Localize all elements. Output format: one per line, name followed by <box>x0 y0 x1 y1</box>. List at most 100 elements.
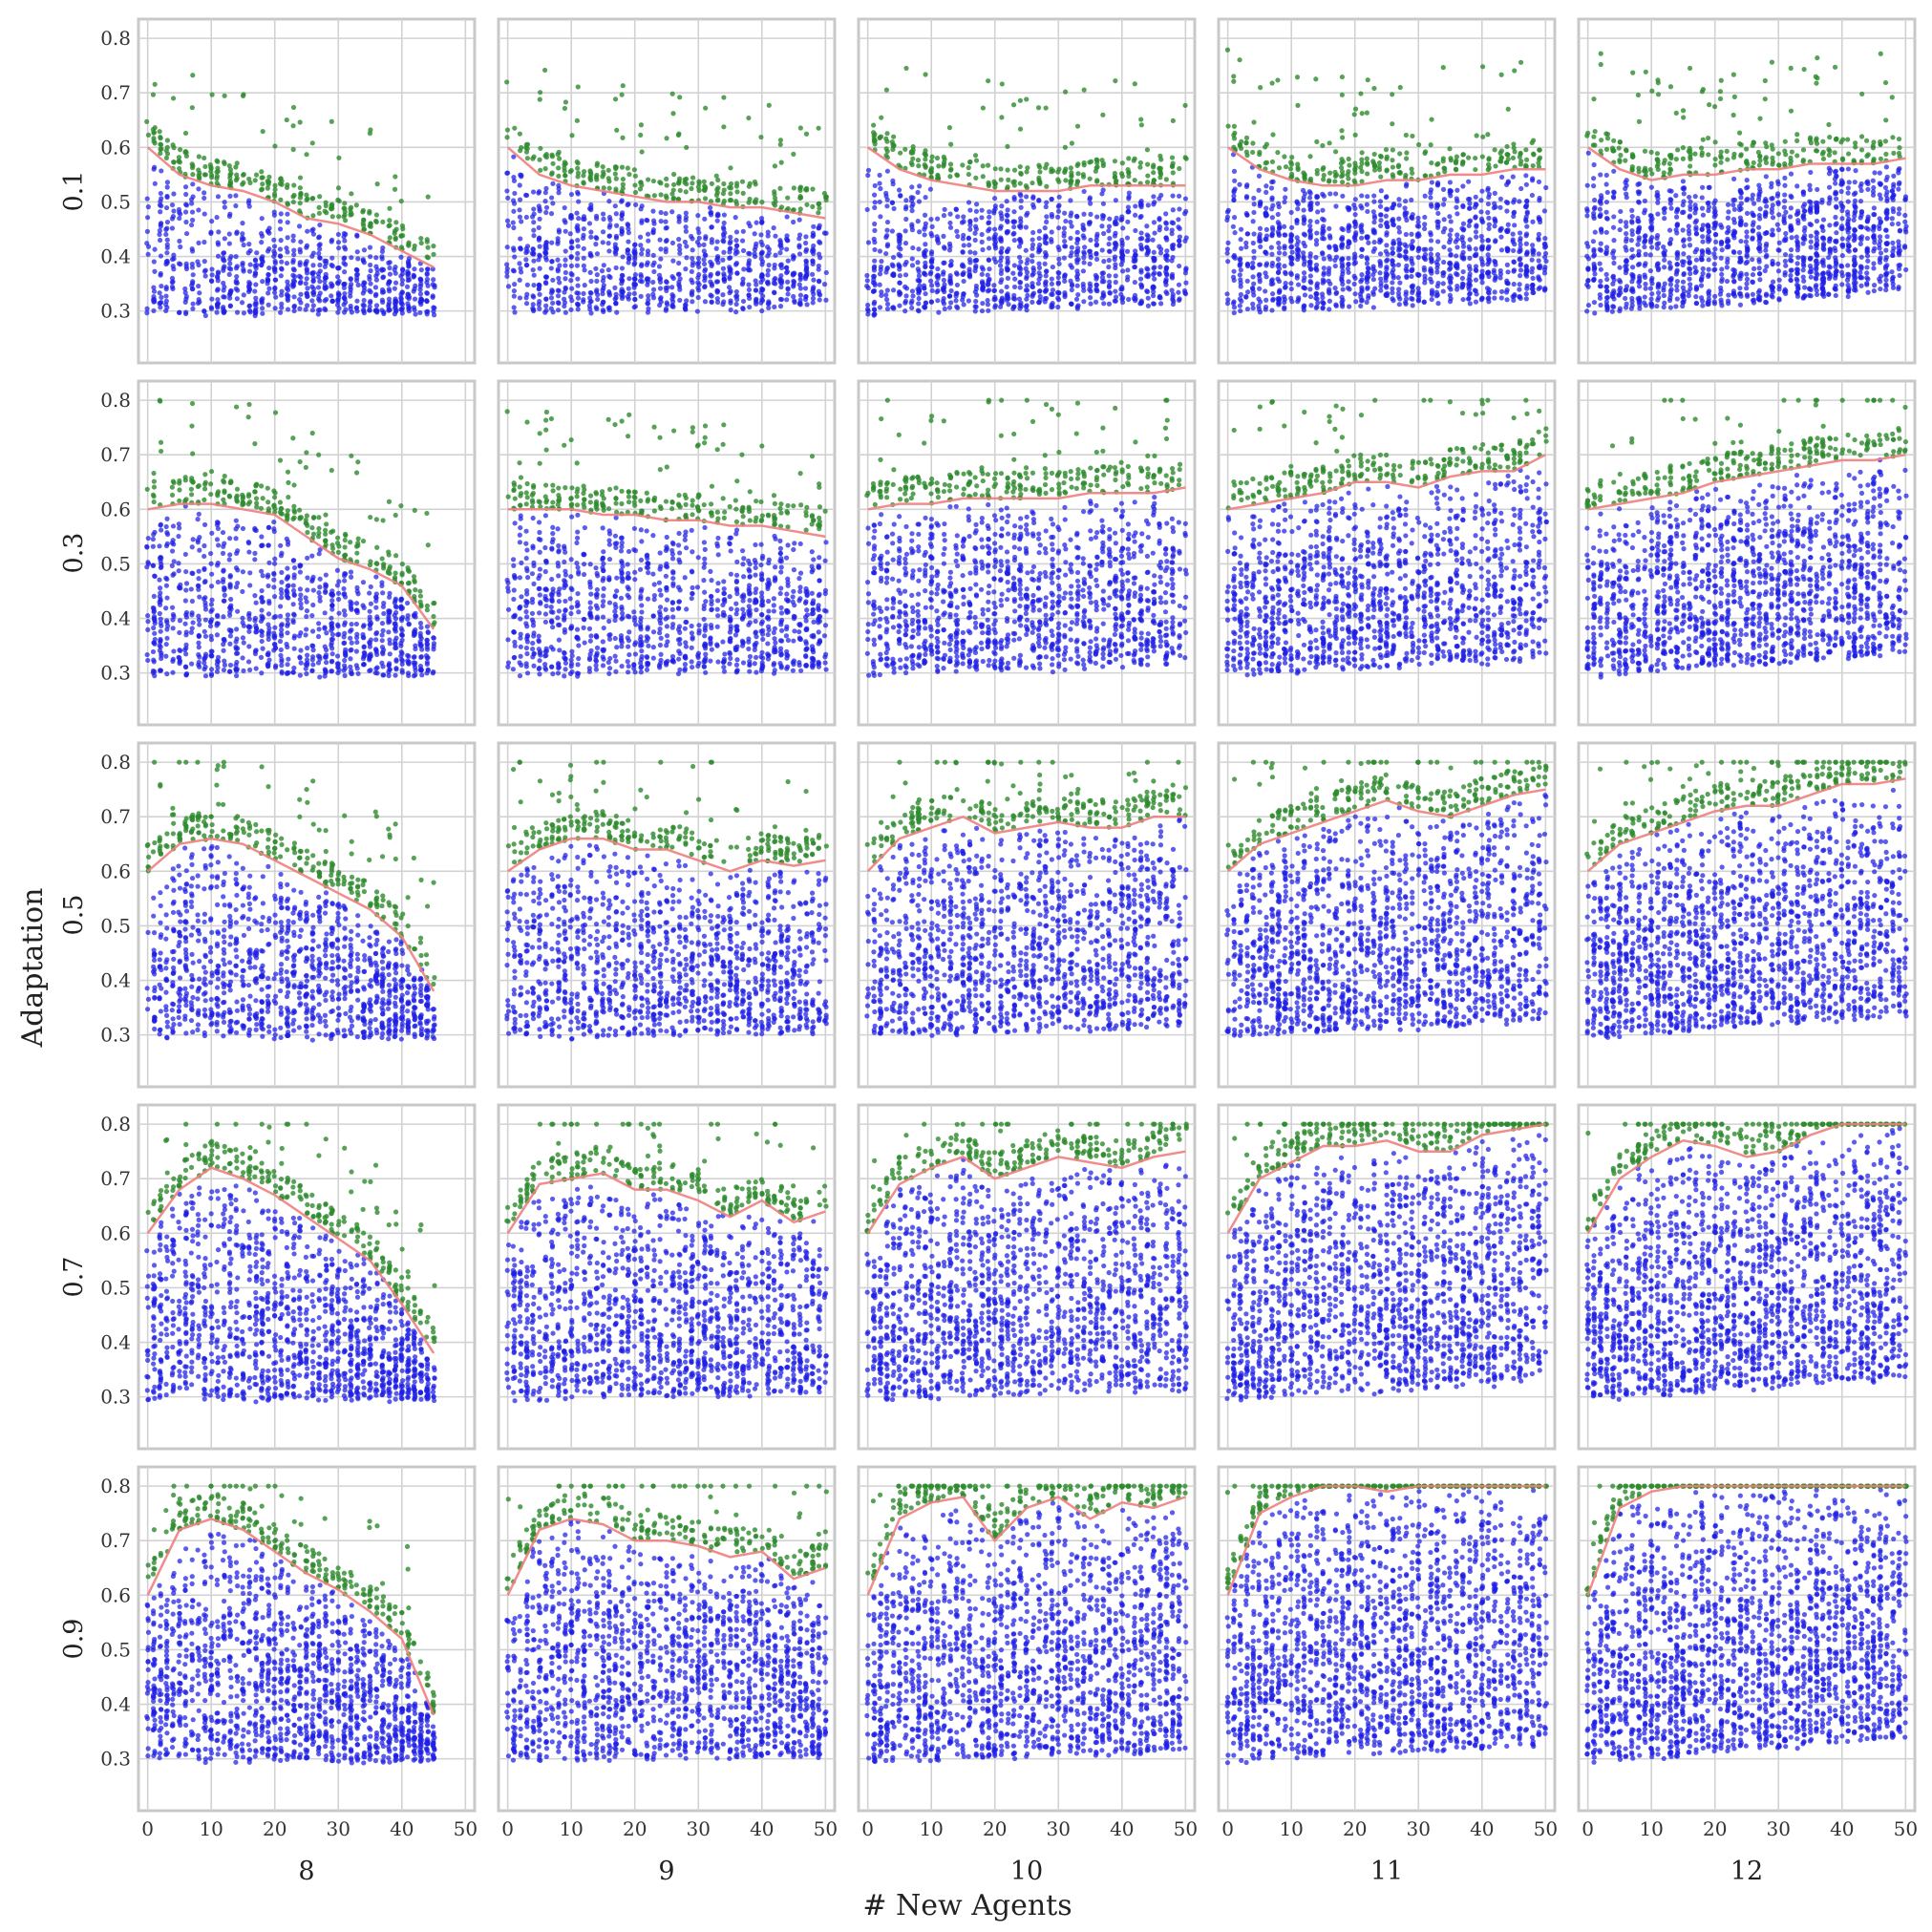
green-point <box>1320 166 1326 172</box>
green-point <box>581 169 587 175</box>
blue-point <box>1301 262 1307 267</box>
blue-point <box>574 210 580 216</box>
blue-point <box>548 306 554 311</box>
green-point <box>967 159 973 165</box>
blue-point <box>568 240 575 245</box>
green-point <box>214 176 220 181</box>
green-point <box>980 163 986 169</box>
blue-point <box>144 196 150 202</box>
blue-point <box>747 251 753 257</box>
blue-point <box>1447 273 1454 279</box>
blue-point <box>1378 287 1384 293</box>
blue-point <box>523 214 529 221</box>
blue-point <box>1313 262 1320 268</box>
green-point <box>342 212 348 218</box>
blue-point <box>215 302 221 308</box>
blue-point <box>973 226 979 232</box>
green-point <box>1087 176 1093 181</box>
green-point <box>619 164 626 170</box>
blue-point <box>531 258 537 264</box>
green-point <box>1075 171 1081 177</box>
green-point <box>759 200 765 205</box>
blue-point <box>291 279 298 285</box>
green-point <box>606 185 612 191</box>
blue-point <box>1492 190 1497 196</box>
blue-point <box>563 276 568 282</box>
green-point <box>556 173 562 180</box>
green-point <box>1243 135 1250 140</box>
blue-point <box>1043 279 1049 285</box>
blue-point <box>605 241 611 246</box>
blue-point <box>277 226 284 232</box>
blue-point <box>891 205 897 212</box>
blue-point <box>626 276 632 282</box>
blue-point <box>1428 246 1433 252</box>
blue-point <box>360 257 366 263</box>
blue-point <box>543 209 549 216</box>
green-point <box>684 176 690 182</box>
blue-point <box>1075 248 1081 254</box>
blue-point <box>531 294 537 300</box>
blue-point <box>790 272 796 278</box>
blue-point <box>169 279 175 286</box>
blue-point <box>555 241 561 246</box>
green-point <box>1037 169 1043 175</box>
blue-point <box>784 246 790 252</box>
green-point <box>1177 165 1182 172</box>
blue-point <box>1055 208 1062 214</box>
blue-point <box>1352 275 1358 281</box>
blue-point <box>145 204 151 210</box>
green-point <box>367 223 372 229</box>
green-point <box>916 163 922 169</box>
blue-point <box>1364 255 1369 261</box>
blue-point <box>1409 284 1414 289</box>
green-point <box>1037 164 1043 170</box>
blue-point <box>946 247 953 253</box>
blue-point <box>523 257 529 263</box>
blue-point <box>311 289 317 295</box>
blue-point <box>967 226 973 232</box>
green-point <box>1295 161 1301 167</box>
blue-point <box>1447 240 1453 245</box>
blue-point <box>568 191 575 198</box>
blue-point <box>1467 301 1473 307</box>
blue-point <box>1062 289 1068 296</box>
green-point <box>777 185 783 191</box>
blue-point <box>271 212 278 218</box>
blue-point <box>797 277 803 283</box>
blue-point <box>1113 198 1118 203</box>
green-point <box>733 199 739 204</box>
blue-point <box>972 250 978 256</box>
blue-point <box>941 244 947 250</box>
blue-point <box>1454 211 1460 217</box>
blue-point <box>778 278 785 284</box>
blue-point <box>1371 268 1377 274</box>
blue-point <box>1044 268 1050 274</box>
blue-point <box>1150 237 1156 243</box>
blue-point <box>1403 291 1409 298</box>
blue-point <box>163 298 169 304</box>
blue-point <box>1282 285 1288 290</box>
green-point <box>708 199 714 204</box>
blue-point <box>542 190 548 196</box>
blue-point <box>1448 219 1454 224</box>
blue-point <box>727 289 732 296</box>
blue-point <box>1510 231 1516 237</box>
blue-point <box>1409 197 1414 202</box>
blue-point <box>999 299 1005 305</box>
green-point <box>272 186 278 193</box>
blue-point <box>576 199 582 204</box>
blue-point <box>721 278 728 285</box>
blue-point <box>1288 295 1294 301</box>
blue-point <box>1182 238 1188 244</box>
blue-point <box>189 201 195 206</box>
green-point <box>1518 151 1523 157</box>
blue-point <box>1224 250 1230 256</box>
blue-point <box>1018 259 1024 265</box>
blue-point <box>164 244 170 251</box>
blue-point <box>1132 292 1138 298</box>
blue-point <box>973 263 979 269</box>
green-point <box>557 156 563 161</box>
blue-point <box>360 290 366 296</box>
blue-point <box>1138 300 1144 306</box>
